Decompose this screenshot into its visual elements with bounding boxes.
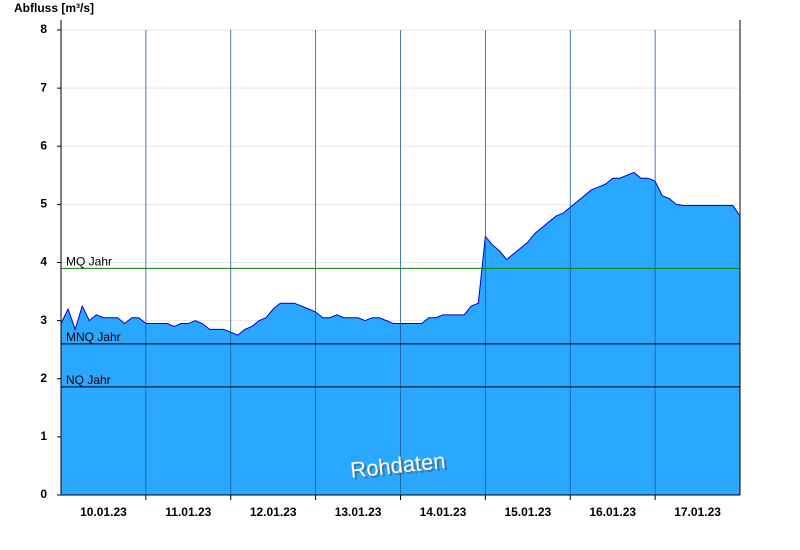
reference-label: MNQ Jahr xyxy=(66,330,121,344)
reference-label: NQ Jahr xyxy=(66,373,111,387)
reference-label: MQ Jahr xyxy=(66,254,112,268)
x-tick-label: 15.01.23 xyxy=(504,505,551,519)
y-tick-label: 3 xyxy=(40,313,47,327)
x-tick-label: 16.01.23 xyxy=(589,505,636,519)
x-tick-label: 17.01.23 xyxy=(674,505,721,519)
y-tick-label: 4 xyxy=(40,255,47,269)
y-tick-label: 2 xyxy=(40,371,47,385)
x-tick-label: 13.01.23 xyxy=(335,505,382,519)
y-tick-label: 0 xyxy=(40,487,47,501)
x-tick-label: 11.01.23 xyxy=(165,505,211,519)
y-tick-label: 6 xyxy=(40,138,47,152)
y-tick-label: 5 xyxy=(40,197,47,211)
y-tick-label: 8 xyxy=(40,22,47,36)
y-tick-label: 1 xyxy=(40,429,47,443)
y-axis-label: Abfluss [m³/s] xyxy=(14,1,94,15)
x-tick-label: 14.01.23 xyxy=(420,505,467,519)
x-tick-label: 10.01.23 xyxy=(80,505,127,519)
y-tick-label: 7 xyxy=(40,80,47,94)
x-tick-label: 12.01.23 xyxy=(250,505,297,519)
